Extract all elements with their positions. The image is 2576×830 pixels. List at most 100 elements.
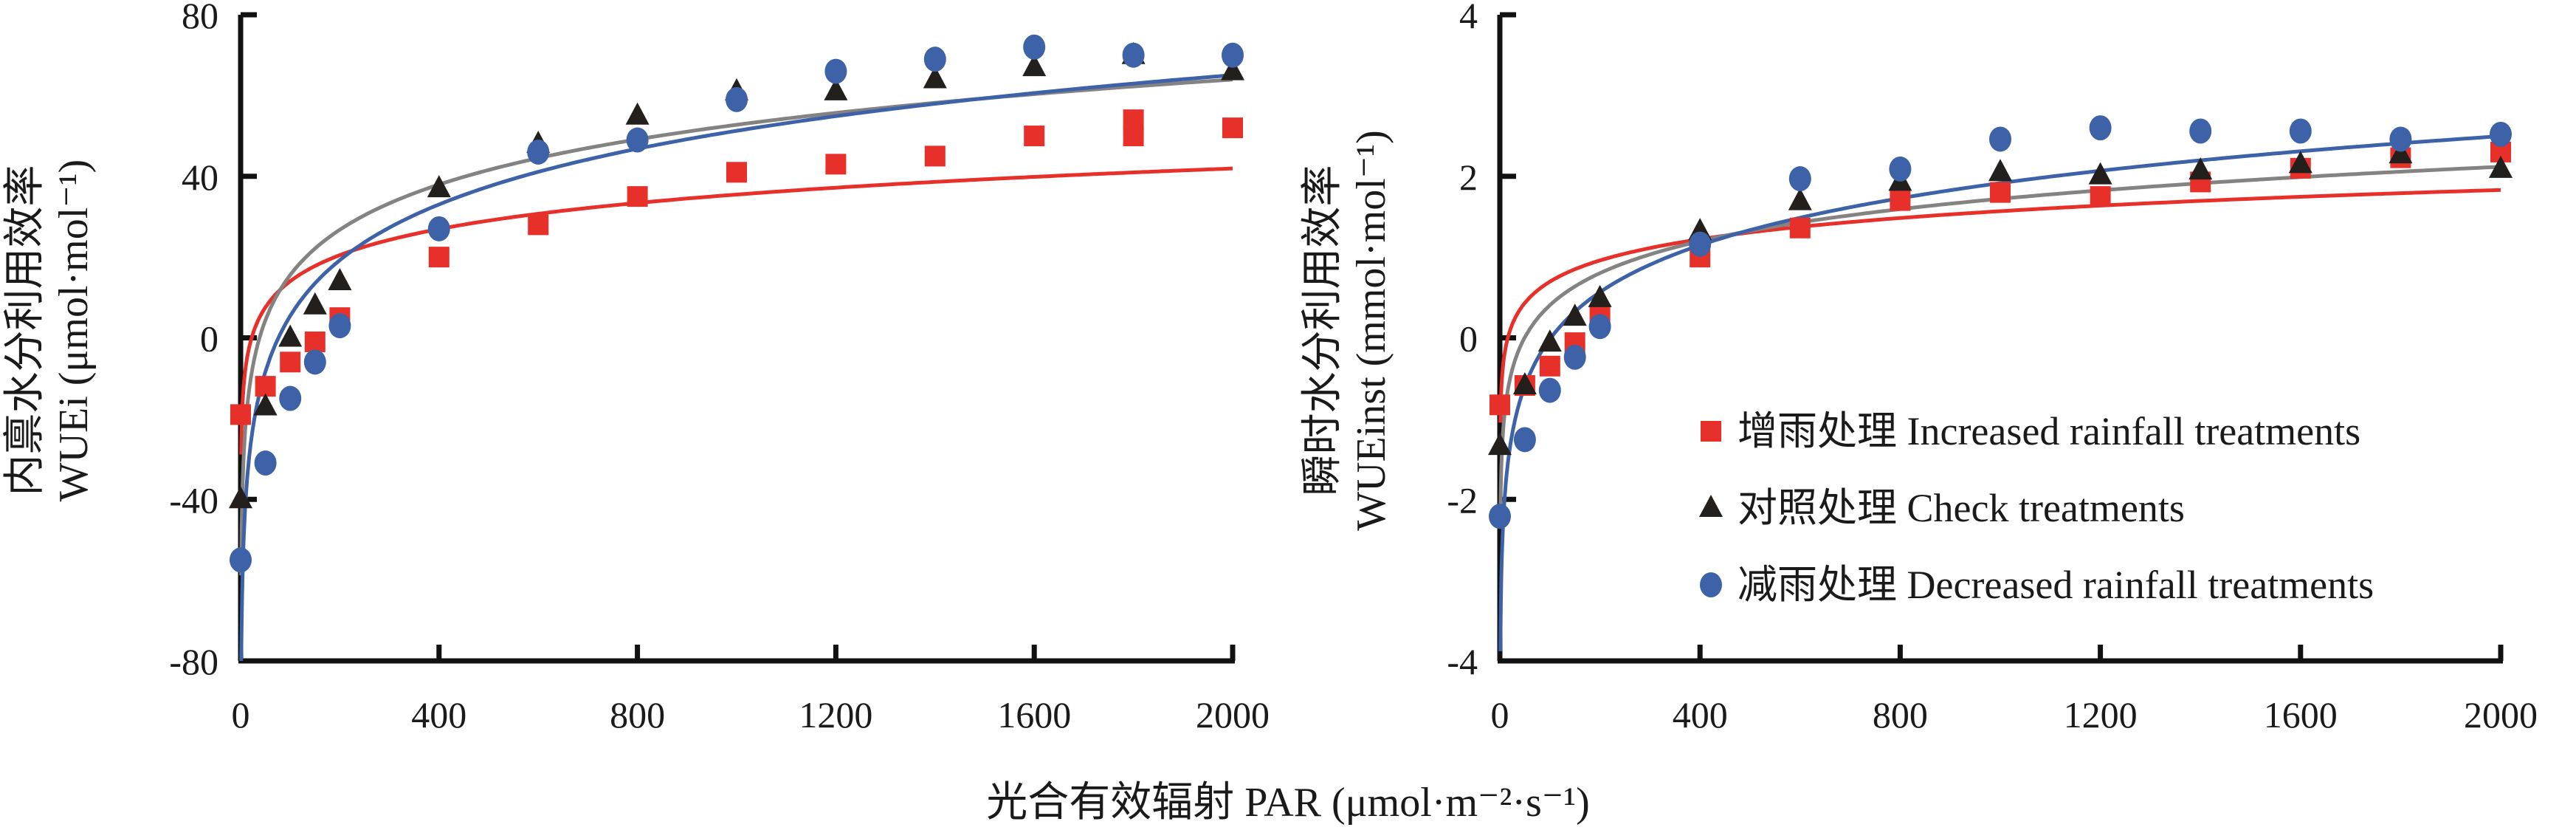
point-decreased <box>1513 427 1536 453</box>
y-tick-label: 40 <box>182 157 218 198</box>
y-tick-label: 4 <box>1459 0 1478 36</box>
fit-curve-increased <box>1498 188 2501 423</box>
point-check <box>2489 155 2513 178</box>
legend-marker-increased <box>1701 421 1721 442</box>
point-decreased <box>2089 115 2112 141</box>
point-increased <box>1490 394 1510 416</box>
y-tick-label: 0 <box>200 318 218 360</box>
point-decreased <box>1538 377 1561 403</box>
x-tick-label: 2000 <box>1196 694 1270 735</box>
point-check <box>1563 303 1587 326</box>
point-check <box>1488 433 1512 456</box>
point-increased <box>924 145 946 167</box>
point-increased <box>528 214 549 236</box>
point-decreased <box>1989 126 2011 152</box>
point-check <box>303 292 327 315</box>
x-tick-label: 1600 <box>997 694 1071 735</box>
panel-right-wue-inst: -4 -2 0 2 4 0 400 800 1200 1600 2000 瞬时水分利用效率 WUEins… <box>1300 0 2538 735</box>
point-decreased <box>527 139 550 165</box>
point-check <box>1588 284 1612 307</box>
point-check <box>1221 58 1244 80</box>
point-check <box>2188 157 2213 180</box>
point-increased <box>2090 186 2111 208</box>
point-decreased <box>1122 42 1145 68</box>
point-check <box>2288 151 2312 174</box>
point-decreased <box>427 216 450 241</box>
point-increased <box>1990 182 2011 203</box>
x-tick-label: 800 <box>1873 694 1928 735</box>
x-axis-title: 光合有效辐射 PAR (μmol·m⁻²·s⁻¹) <box>986 780 1590 826</box>
point-check <box>278 324 303 347</box>
y-tick-label: 0 <box>1459 318 1478 360</box>
x-tick-label: 1600 <box>2264 694 2338 735</box>
point-check <box>427 175 451 198</box>
point-increased <box>280 351 301 373</box>
point-decreased <box>1489 504 1511 529</box>
legend-marker-decreased <box>1700 572 1722 597</box>
point-increased <box>1789 217 1811 239</box>
fit-curve-check <box>1498 165 2501 518</box>
point-decreased <box>923 47 946 72</box>
point-decreased <box>303 349 326 375</box>
point-decreased <box>1889 156 1912 182</box>
point-increased <box>428 247 450 268</box>
y-tick-label: -4 <box>1447 641 1478 682</box>
point-increased <box>1890 190 1911 211</box>
point-decreased <box>726 86 748 112</box>
point-increased <box>255 376 276 397</box>
y-tick-label: 80 <box>182 0 218 36</box>
x-tick-label: 1200 <box>2064 694 2138 735</box>
point-decreased <box>254 450 277 476</box>
y-tick-label: -80 <box>169 641 218 682</box>
x-tick-label: 1200 <box>799 694 872 735</box>
point-decreased <box>1689 231 1712 257</box>
point-decreased <box>1023 34 1046 60</box>
y-tick-label: -40 <box>169 479 218 521</box>
point-decreased <box>230 547 252 573</box>
point-decreased <box>2389 126 2412 152</box>
point-decreased <box>1222 42 1244 68</box>
y-axis-title-en: WUEi (μmol·mol⁻¹) <box>51 160 97 502</box>
y-axis-title-en: WUEinst (mmol·mol⁻¹) <box>1349 130 1394 531</box>
x-tick-label: 400 <box>411 694 466 735</box>
point-check <box>1988 159 2012 182</box>
point-decreased <box>2189 118 2212 144</box>
point-check <box>1022 54 1047 77</box>
point-increased <box>726 162 747 183</box>
y-axis-title-cn: 瞬时水分利用效率 <box>1300 165 1346 496</box>
x-tick-label: 400 <box>1673 694 1728 735</box>
y-tick-label: 2 <box>1459 157 1478 198</box>
point-increased <box>627 186 648 208</box>
legend-label-increased: 增雨处理 Increased rainfall treatments <box>1738 409 2360 453</box>
point-increased <box>230 404 251 425</box>
point-increased <box>1024 126 1045 147</box>
x-tick-label: 0 <box>232 694 250 735</box>
x-tick-label: 800 <box>610 694 665 735</box>
point-decreased <box>1588 314 1611 340</box>
point-increased <box>1123 126 1144 147</box>
legend-marker-check <box>1699 495 1723 517</box>
point-check <box>923 66 947 89</box>
y-tick-label: -2 <box>1447 479 1478 521</box>
x-tick-label: 2000 <box>2464 694 2538 735</box>
point-decreased <box>626 127 649 153</box>
x-tick-label: 0 <box>1491 694 1509 735</box>
legend: 增雨处理 Increased rainfall treatments 对照处理 C… <box>1699 409 2374 607</box>
point-decreased <box>2490 121 2512 147</box>
legend-label-check: 对照处理 Check treatments <box>1738 486 2185 530</box>
point-check <box>253 393 278 416</box>
point-increased <box>304 331 326 352</box>
point-check <box>328 267 352 290</box>
point-decreased <box>328 313 351 339</box>
point-decreased <box>2289 118 2312 144</box>
point-increased <box>825 154 847 175</box>
point-check <box>1512 372 1537 395</box>
point-decreased <box>1563 344 1586 370</box>
legend-label-decreased: 减雨处理 Decreased rainfall treatments <box>1738 563 2374 607</box>
point-check <box>625 102 650 125</box>
point-increased <box>1539 355 1560 377</box>
point-decreased <box>1788 166 1811 192</box>
point-check <box>2389 141 2413 164</box>
